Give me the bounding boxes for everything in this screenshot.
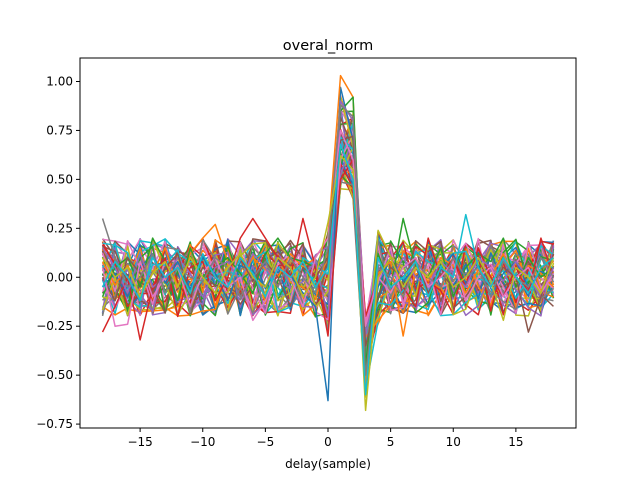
chart-title: overal_norm xyxy=(283,38,373,54)
x-tick-label: 5 xyxy=(387,435,395,449)
y-tick-label: −0.50 xyxy=(36,368,73,382)
y-tick-label: 0.75 xyxy=(46,123,73,137)
y-tick-label: −0.25 xyxy=(36,319,73,333)
y-axis: −0.75 −0.50 −0.25 0.00 0.25 0.50 0.75 1.00 xyxy=(36,74,80,431)
y-tick-label: 0.25 xyxy=(46,221,73,235)
x-axis: −15 −10 −5 0 5 10 15 xyxy=(127,428,524,449)
x-tick-label: −10 xyxy=(190,435,215,449)
series-layer xyxy=(101,74,555,412)
y-tick-label: 0.00 xyxy=(46,270,73,284)
x-tick-label: −15 xyxy=(127,435,152,449)
series-line-1 xyxy=(101,74,555,386)
series-line-53 xyxy=(101,162,554,386)
series-line-9 xyxy=(101,143,554,396)
x-tick-label: −5 xyxy=(257,435,275,449)
x-axis-label: delay(sample) xyxy=(285,457,371,471)
y-tick-label: 1.00 xyxy=(46,74,73,88)
x-tick-label: 0 xyxy=(324,435,332,449)
x-tick-label: 10 xyxy=(446,435,461,449)
series-line-59 xyxy=(102,136,554,332)
series-line-8 xyxy=(101,155,555,412)
series-line-3 xyxy=(101,159,555,341)
x-tick-label: 15 xyxy=(508,435,523,449)
y-tick-label: 0.50 xyxy=(46,172,73,186)
y-tick-label: −0.75 xyxy=(36,417,73,431)
